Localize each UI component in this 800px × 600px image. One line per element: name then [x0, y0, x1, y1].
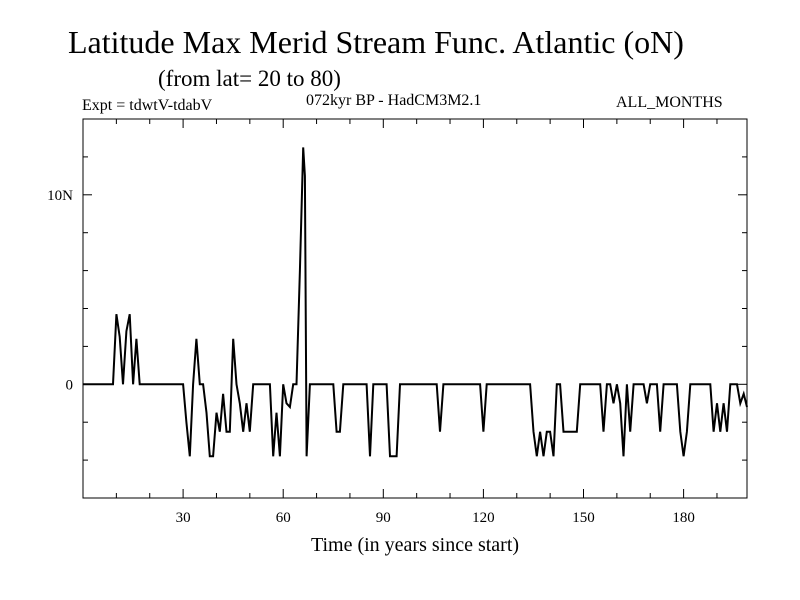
chart-subtitle: (from lat= 20 to 80): [158, 66, 341, 91]
x-tick-label: 90: [376, 510, 391, 526]
experiment-label: Expt = tdwtV-tdabV: [82, 97, 213, 114]
period-label: ALL_MONTHS: [616, 94, 723, 111]
x-tick-label: 30: [176, 510, 191, 526]
x-tick-label: 180: [672, 510, 695, 526]
y-tick-label: 0: [66, 377, 74, 393]
x-tick-label: 150: [572, 510, 595, 526]
x-axis-label: Time (in years since start): [311, 534, 519, 556]
x-tick-label: 120: [472, 510, 495, 526]
x-tick-label: 60: [276, 510, 291, 526]
chart-title: Latitude Max Merid Stream Func. Atlantic…: [68, 24, 684, 60]
y-tick-label: 10N: [47, 188, 73, 204]
run-label: 072kyr BP - HadCM3M2.1: [306, 92, 482, 109]
series-line: [83, 147, 748, 458]
plot-frame: [82, 118, 748, 499]
